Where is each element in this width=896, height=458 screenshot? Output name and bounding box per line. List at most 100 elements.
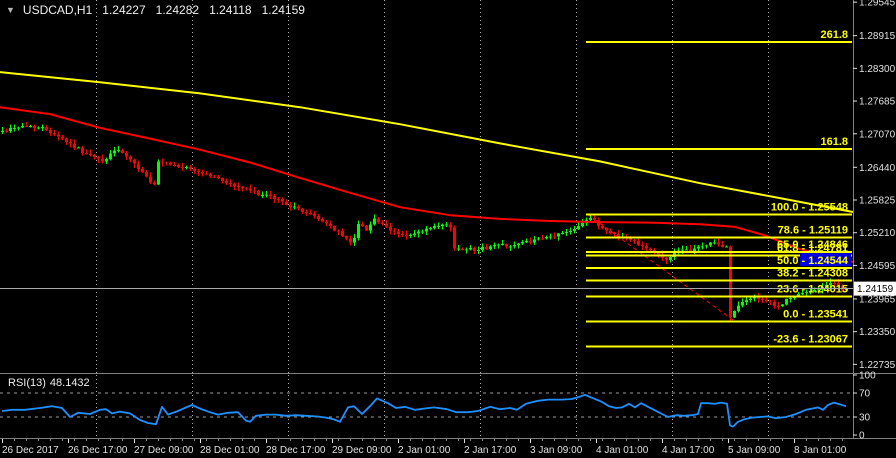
candle-body [733,310,736,318]
candle-body [393,230,396,232]
candle-body [629,238,632,240]
candle-body [757,295,760,300]
price-axis-label: 1.22735 [859,360,896,371]
time-axis-label[interactable]: 4 Jan 17:00 [662,445,715,456]
candle-body [441,224,444,226]
fibonacci-level-label[interactable]: 0.0 - 1.23541 [783,308,848,320]
fibonacci-level-label[interactable]: 65.0 - 1.24846 [777,239,848,251]
fibonacci-level-label[interactable]: 38.2 - 1.24308 [777,268,848,280]
candle-body [425,228,428,232]
candle-body [569,231,572,233]
candle-body [565,232,568,234]
candle-body [597,220,600,227]
candle-body [761,299,764,301]
candle-body [505,244,508,247]
fibonacci-level-label[interactable]: 78.6 - 1.25119 [778,225,848,237]
candle-body [237,186,240,188]
candle-body [81,147,84,154]
candle-body [233,183,236,187]
chart-title: ▼ USDCAD,H1 1.24227 1.24282 1.24118 1.24… [6,3,305,17]
fibonacci-level-label[interactable]: 100.0 - 1.25548 [771,202,848,214]
ohlc-low: 1.24118 [209,3,252,17]
fibonacci-level-label[interactable]: 261.8 [820,29,848,41]
candle-body [513,245,516,247]
candle-body [693,248,696,252]
candle-body [65,138,68,142]
candle-body [453,227,456,249]
time-axis-label[interactable]: 2 Jan 01:00 [398,445,451,456]
time-axis-label[interactable]: 27 Dec 09:00 [134,445,194,456]
candle-body [245,188,248,190]
price-axis-label: 1.28915 [859,31,896,42]
candle-body [469,247,472,250]
candle-body [321,218,324,222]
candle-body [613,232,616,235]
candle-body [729,246,732,318]
candle-body [741,302,744,306]
time-axis-label[interactable]: 2 Jan 17:00 [464,445,517,456]
time-axis-label[interactable]: 26 Dec 2017 [2,445,59,456]
fibonacci-level-label[interactable]: 161.8 [820,136,848,148]
candle-body [805,292,808,294]
candle-body [313,213,316,217]
candle-body [809,290,812,293]
time-axis-label[interactable]: 29 Dec 09:00 [332,445,392,456]
candle-body [777,305,780,307]
rsi-axis-label: 0 [859,431,865,442]
time-axis-label[interactable]: 8 Jan 01:00 [794,445,847,456]
candle-body [389,226,392,231]
candle-body [337,230,340,232]
candle-body [317,216,320,219]
candle-body [633,239,636,241]
candle-body [221,178,224,182]
price-axis-label: 1.27685 [859,97,896,108]
bid-price-marker [854,281,896,296]
candle-body [329,223,332,227]
candle-body [549,236,552,238]
candle-body [21,125,24,128]
time-axis-label[interactable]: 3 Jan 09:00 [530,445,583,456]
candle-body [461,248,464,250]
candle-body [353,238,356,243]
candle-body [189,166,192,170]
candle-body [765,299,768,302]
fibonacci-trendline[interactable] [587,214,736,322]
fibonacci-level-label[interactable]: 50.0 - 1.24544 [777,255,849,267]
time-axis-label[interactable]: 28 Dec 17:00 [266,445,326,456]
candle-body [137,163,140,169]
candle-body [717,242,720,245]
candle-body [1,130,4,132]
candle-body [209,174,212,177]
candle-body [665,257,668,260]
candle-body [801,292,804,295]
candle-body [117,150,120,152]
candle-body [405,234,408,236]
time-axis-label[interactable]: 4 Jan 01:00 [596,445,649,456]
candle-body [341,230,344,237]
candle-body [657,252,660,255]
chart-dropdown-icon[interactable]: ▼ [6,5,15,15]
candle-body [185,166,188,169]
candle-body [41,127,44,129]
fibonacci-level-label[interactable]: 61.8 - 1.24781 [777,243,848,255]
time-axis-label[interactable]: 28 Dec 01:00 [200,445,260,456]
candle-body [429,227,432,229]
candle-body [829,282,832,285]
fibonacci-level-label[interactable]: 23.6 - 1.24015 [777,283,848,295]
candle-body [481,247,484,251]
candle-body [517,243,520,246]
time-axis-label[interactable]: 26 Dec 17:00 [68,445,128,456]
candle-body [593,217,596,221]
candle-body [497,244,500,246]
candle-body [309,212,312,214]
time-axis-label[interactable]: 5 Jan 09:00 [728,445,781,456]
candle-body [261,194,264,196]
fibonacci-level-label[interactable]: -23.6 - 1.23067 [773,334,848,346]
candle-body [489,246,492,249]
candle-body [77,147,80,149]
ohlc-high: 1.24282 [155,3,200,17]
candle-body [369,224,372,231]
candle-body [601,226,604,228]
candle-body [685,249,688,251]
candle-body [133,159,136,164]
